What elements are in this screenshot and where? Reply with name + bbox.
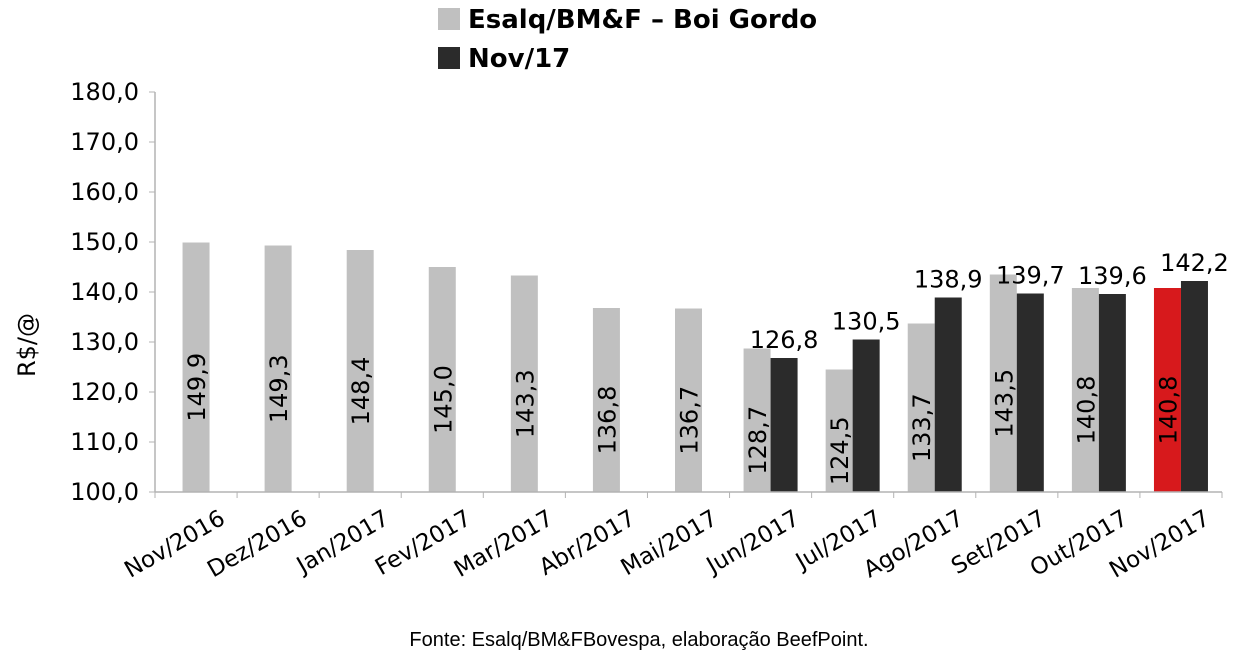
legend-swatch-nov17 bbox=[438, 47, 460, 69]
data-label-nov17: 130,5 bbox=[832, 308, 901, 336]
bar-esalq bbox=[1071, 288, 1099, 492]
legend-label-esalq: Esalq/BM&F – Boi Gordo bbox=[468, 5, 817, 35]
y-tick-label: 130,0 bbox=[70, 328, 139, 356]
data-label-esalq: 136,7 bbox=[676, 386, 704, 455]
axes bbox=[154, 92, 1222, 493]
bar-esalq bbox=[675, 308, 702, 492]
bar-esalq bbox=[264, 245, 292, 492]
y-tick-label: 100,0 bbox=[70, 478, 139, 506]
bar-nov17 bbox=[1016, 293, 1044, 492]
legend-label-nov17: Nov/17 bbox=[468, 44, 570, 74]
data-label-esalq: 149,9 bbox=[183, 353, 211, 422]
data-label-esalq: 149,3 bbox=[265, 354, 293, 423]
y-tick-label: 120,0 bbox=[70, 378, 139, 406]
bar-esalq bbox=[743, 348, 771, 492]
bar-esalq bbox=[428, 267, 456, 492]
bar-esalq bbox=[592, 308, 620, 492]
y-tick-label: 180,0 bbox=[70, 78, 139, 106]
data-label-esalq: 143,5 bbox=[990, 369, 1018, 438]
bar-nov17 bbox=[934, 297, 962, 492]
data-label-nov17: 142,2 bbox=[1160, 249, 1229, 277]
data-label-nov17: 126,8 bbox=[750, 326, 819, 354]
bar-esalq bbox=[182, 242, 210, 492]
y-tick-label: 150,0 bbox=[70, 228, 139, 256]
y-tick-label: 160,0 bbox=[70, 178, 139, 206]
bars bbox=[182, 242, 1208, 492]
bar-nov17 bbox=[1180, 281, 1208, 492]
y-tick-label: 110,0 bbox=[70, 428, 139, 456]
data-label-esalq: 140,8 bbox=[1154, 376, 1182, 445]
data-label-esalq: 143,3 bbox=[511, 369, 539, 438]
data-label-esalq: 133,7 bbox=[908, 393, 936, 462]
y-tick-label: 170,0 bbox=[70, 128, 139, 156]
y-tick-label: 140,0 bbox=[70, 278, 139, 306]
data-label-esalq: 145,0 bbox=[429, 365, 457, 434]
data-label-esalq: 136,8 bbox=[593, 386, 621, 455]
bar-esalq bbox=[346, 250, 374, 492]
data-labels: 149,9 149,3 148,4 145,0 143,3 136,8 136,7 128,7… bbox=[183, 249, 1229, 485]
data-label-esalq: 128,7 bbox=[744, 406, 772, 475]
legend: Esalq/BM&F – Boi Gordo Nov/17 bbox=[438, 5, 817, 74]
data-label-esalq: 140,8 bbox=[1072, 376, 1100, 445]
x-axis-ticks: Nov/2016Dez/2016Jan/2017Fev/2017Mar/2017… bbox=[120, 492, 1223, 584]
legend-swatch-esalq bbox=[438, 8, 460, 30]
data-label-esalq: 124,5 bbox=[826, 416, 854, 485]
data-label-esalq: 148,4 bbox=[347, 357, 375, 426]
source-note: Fonte: Esalq/BM&FBovespa, elaboração Bee… bbox=[409, 629, 868, 651]
x-tick-label: Jun/2017 bbox=[701, 505, 804, 580]
bar-nov17 bbox=[1098, 294, 1126, 492]
data-label-nov17: 139,6 bbox=[1078, 262, 1147, 290]
bar-esalq bbox=[1153, 288, 1181, 492]
bar-esalq bbox=[510, 275, 538, 492]
bar-esalq bbox=[825, 369, 853, 492]
y-axis-label: R$/@ bbox=[13, 313, 41, 377]
bar-esalq bbox=[907, 323, 935, 492]
bar-nov17 bbox=[770, 358, 798, 492]
bar-nov17 bbox=[852, 339, 880, 492]
bar-esalq bbox=[989, 274, 1017, 492]
y-axis-ticks: 100,0 110,0 120,0 130,0 140,0 150,0 160,0 170,0… bbox=[70, 78, 155, 506]
data-label-nov17: 139,7 bbox=[996, 262, 1065, 290]
data-label-nov17: 138,9 bbox=[914, 266, 983, 294]
